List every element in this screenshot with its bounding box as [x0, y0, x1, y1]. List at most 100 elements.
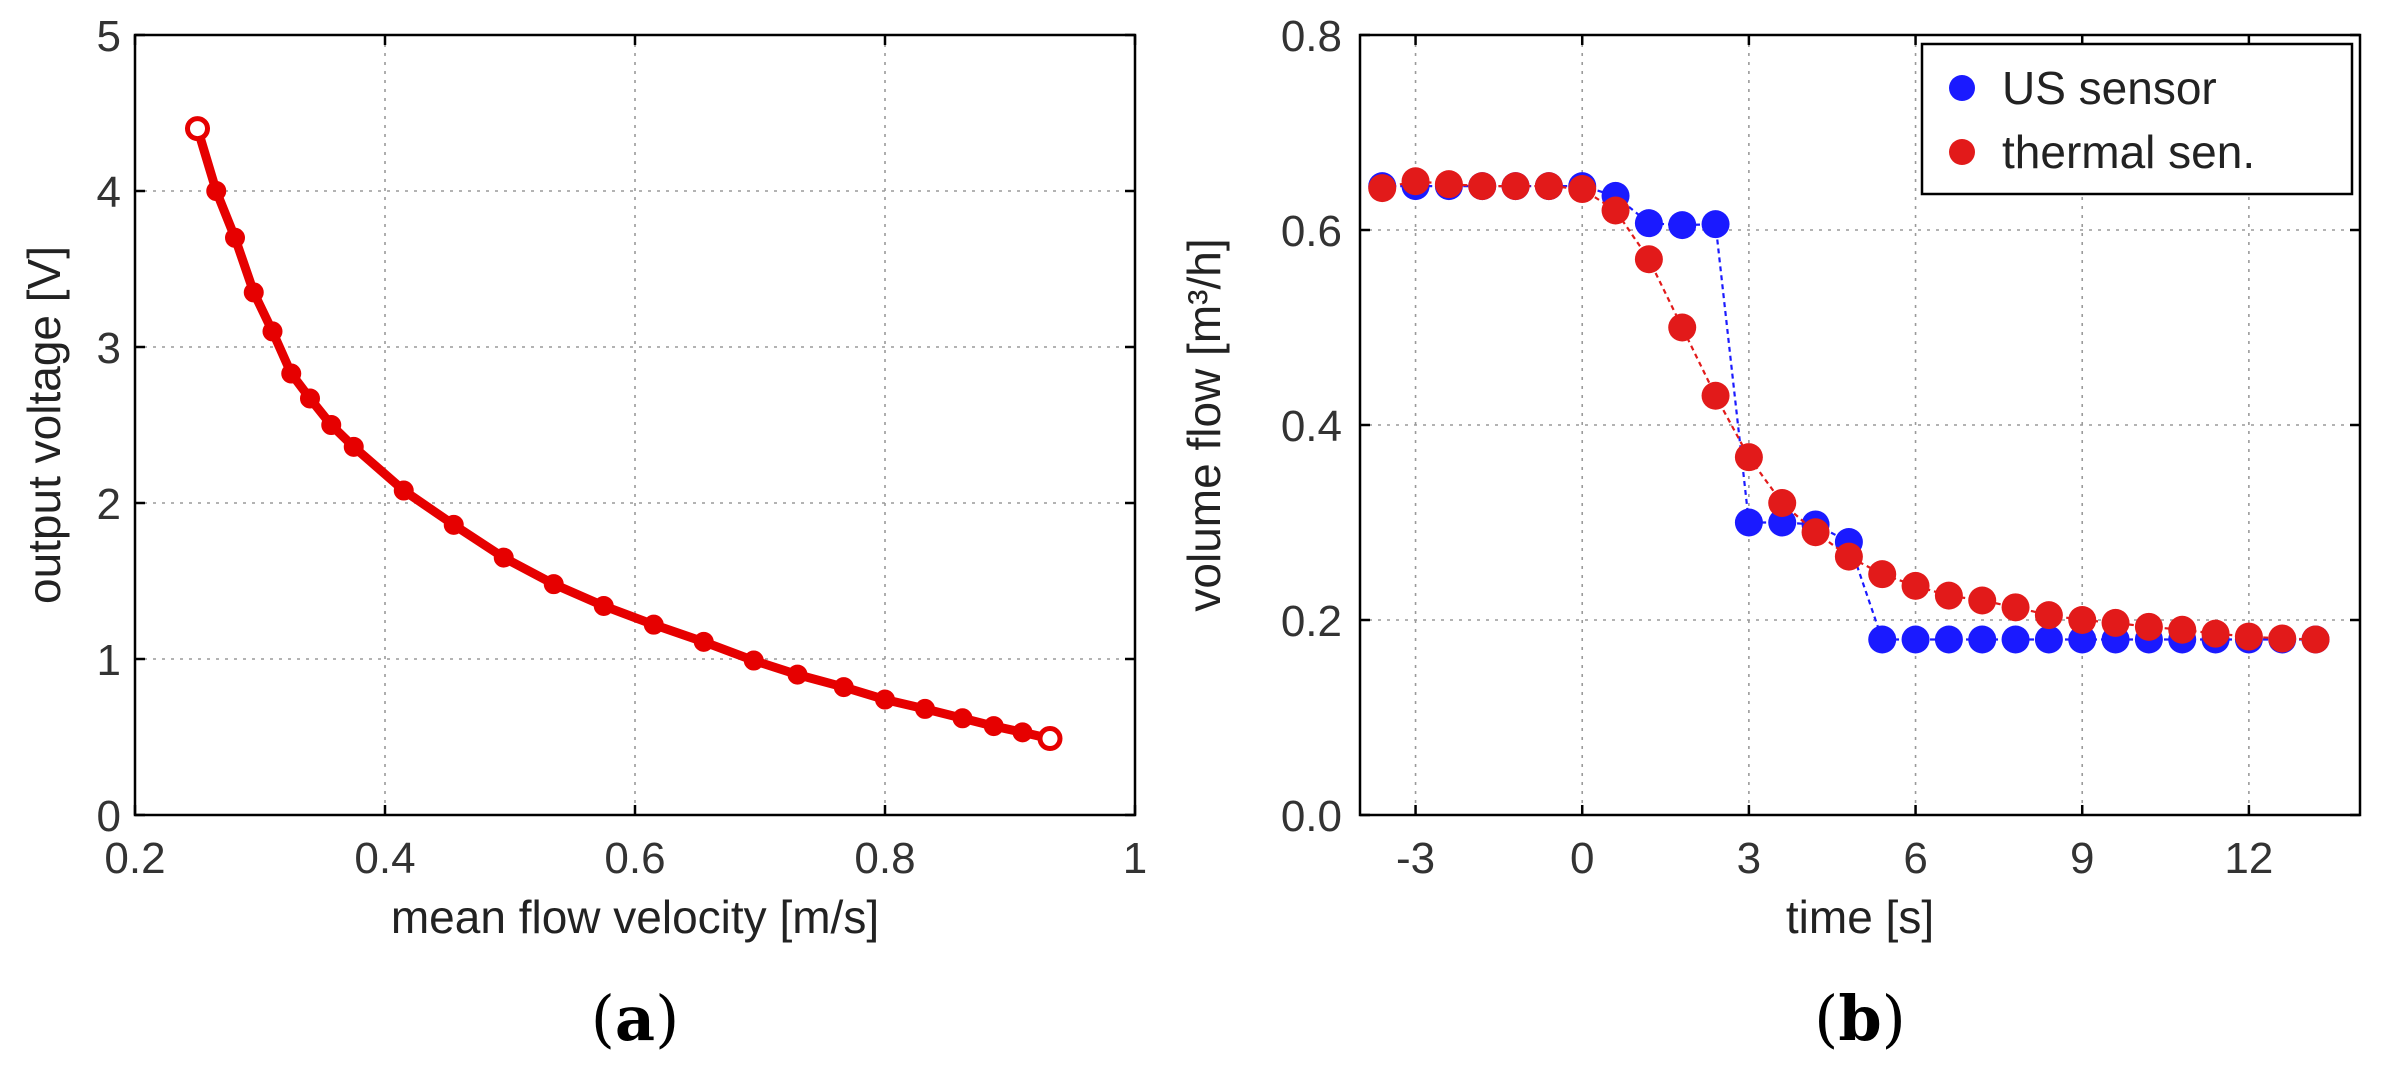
data-point-output-voltage — [443, 514, 464, 535]
data-point-thermal-sen — [1868, 560, 1897, 589]
chart-a-ticks: 0.2 0.4 0.6 0.8 1 0 1 2 3 4 5 — [97, 12, 1148, 883]
chart-a: 0.2 0.4 0.6 0.8 1 0 1 2 3 4 5 mean flow velocity [… — [18, 12, 1147, 1055]
data-point-thermal-sen — [1434, 170, 1463, 199]
series-line-output-voltage — [193, 127, 1051, 743]
data-point-us-sensor — [1968, 625, 1997, 654]
data-point-thermal-sen — [2201, 619, 2230, 648]
a-xtick-label: 0.2 — [104, 834, 165, 883]
data-point-thermal-sen — [1568, 175, 1597, 204]
legend-marker-thermal-sen — [1949, 139, 1975, 165]
series-line-us-sensor — [1382, 185, 2316, 641]
data-point-output-voltage — [185, 116, 210, 142]
chart-b-grid — [1360, 35, 2360, 815]
data-point-us-sensor — [1701, 210, 1730, 239]
b-xtick-label: 3 — [1737, 834, 1761, 883]
data-point-thermal-sen — [1534, 172, 1563, 201]
b-xtick-label: 9 — [2070, 834, 2094, 883]
data-point-us-sensor — [1634, 209, 1663, 238]
a-ytick-label: 5 — [97, 12, 121, 61]
data-point-us-sensor — [1768, 508, 1797, 537]
a-ytick-label: 3 — [97, 324, 121, 373]
chart-a-panel-letter: a — [615, 982, 655, 1055]
data-point-thermal-sen — [1601, 196, 1630, 225]
data-point-output-voltage — [593, 595, 614, 616]
b-ytick-label: 0.2 — [1281, 597, 1342, 646]
a-xtick-label: 1 — [1123, 834, 1147, 883]
data-point-output-voltage — [643, 614, 664, 635]
b-ytick-label: 0.0 — [1281, 792, 1342, 841]
series-line-thermal-sen — [1382, 180, 2316, 641]
data-point-output-voltage — [262, 321, 283, 342]
a-ytick-label: 1 — [97, 636, 121, 685]
data-point-output-voltage — [1037, 726, 1063, 752]
data-point-thermal-sen — [1834, 542, 1863, 571]
data-point-output-voltage — [693, 631, 714, 652]
chart-b-ticks: -3 0 3 6 9 12 0.0 0.2 0.4 0.6 0.8 — [1281, 12, 2360, 883]
data-point-thermal-sen — [1734, 443, 1763, 472]
b-ytick-label: 0.8 — [1281, 12, 1342, 61]
data-point-output-voltage — [493, 547, 514, 568]
data-point-thermal-sen — [2168, 615, 2197, 644]
data-point-thermal-sen — [1668, 313, 1697, 342]
chart-b-axes-frame — [1358, 33, 2362, 817]
a-ytick-label: 4 — [97, 168, 121, 217]
data-point-output-voltage — [321, 415, 342, 435]
data-point-output-voltage — [1012, 722, 1033, 743]
data-point-output-voltage — [983, 716, 1004, 737]
data-point-thermal-sen — [1934, 581, 1963, 610]
b-ytick-label: 0.4 — [1281, 402, 1342, 451]
data-point-output-voltage — [225, 227, 245, 248]
chart-a-axes-frame — [133, 33, 1137, 817]
data-point-thermal-sen — [1968, 586, 1997, 615]
data-point-us-sensor — [2001, 625, 2030, 654]
data-point-us-sensor — [1934, 625, 1963, 654]
data-point-output-voltage — [833, 677, 854, 698]
data-point-thermal-sen — [2268, 624, 2297, 653]
data-point-thermal-sen — [2068, 606, 2097, 634]
chart-b-legend: US sensor thermal sen. — [1920, 42, 2354, 196]
data-point-us-sensor — [1901, 625, 1930, 654]
b-xtick-label: -3 — [1396, 834, 1435, 883]
b-ytick-label: 0.6 — [1281, 207, 1342, 256]
data-point-thermal-sen — [2034, 601, 2063, 630]
a-xtick-label: 0.8 — [854, 834, 915, 883]
data-point-thermal-sen — [2101, 608, 2130, 637]
data-point-output-voltage — [915, 698, 935, 719]
data-point-thermal-sen — [1401, 167, 1430, 196]
data-point-output-voltage — [281, 363, 302, 384]
data-point-thermal-sen — [1901, 571, 1930, 600]
data-point-thermal-sen — [2234, 622, 2263, 651]
data-point-output-voltage — [300, 388, 320, 409]
data-point-output-voltage — [743, 650, 764, 671]
a-ytick-label: 2 — [97, 480, 121, 529]
data-point-thermal-sen — [1801, 518, 1830, 547]
data-point-thermal-sen — [1468, 172, 1497, 201]
chart-b-xlabel: time [s] — [1786, 891, 1934, 943]
chart-b-panel-label: (b) — [1814, 982, 1906, 1055]
data-point-us-sensor — [1734, 508, 1763, 537]
a-ytick-label: 0 — [97, 792, 121, 841]
legend-label-thermal-sen: thermal sen. — [2002, 126, 2255, 178]
data-point-output-voltage — [543, 574, 564, 595]
b-xtick-label: 0 — [1570, 834, 1594, 883]
chart-b-ylabel: volume flow [m³/h] — [1178, 238, 1230, 611]
legend-label-us-sensor: US sensor — [2002, 62, 2217, 114]
data-point-us-sensor — [1668, 211, 1697, 240]
a-xtick-label: 0.4 — [354, 834, 415, 883]
legend-marker-us-sensor — [1949, 75, 1975, 101]
a-xtick-label: 0.6 — [604, 834, 665, 883]
data-point-output-voltage — [206, 181, 227, 201]
chart-b: -3 0 3 6 9 12 0.0 0.2 0.4 0.6 0.8 US sensor therma… — [1178, 12, 2362, 1055]
data-point-output-voltage — [787, 664, 808, 685]
chart-a-ylabel: output voltage [V] — [18, 246, 70, 604]
data-point-thermal-sen — [1701, 381, 1730, 410]
data-point-thermal-sen — [2134, 612, 2163, 641]
data-point-thermal-sen — [2301, 625, 2330, 654]
data-point-thermal-sen — [1634, 245, 1663, 274]
data-point-us-sensor — [2034, 625, 2063, 654]
chart-a-xlabel: mean flow velocity [m/s] — [391, 891, 879, 943]
data-point-output-voltage — [343, 436, 364, 457]
data-point-thermal-sen — [1368, 174, 1397, 203]
data-point-thermal-sen — [2001, 593, 2030, 622]
